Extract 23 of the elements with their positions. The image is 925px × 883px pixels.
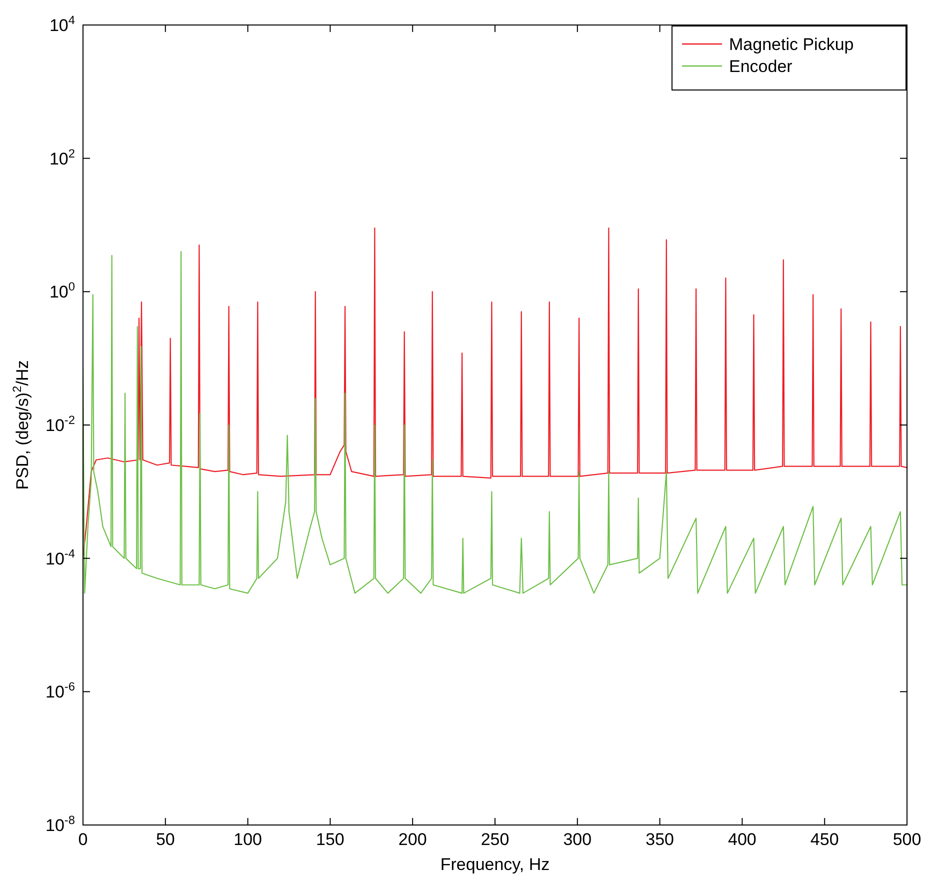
- y-tick-label: 10$^{4}$: [49, 13, 76, 35]
- x-tick-label: 300: [563, 830, 592, 849]
- x-tick-label: 500: [892, 830, 922, 849]
- x-tick-label: 350: [646, 830, 674, 849]
- x-tick-label: 200: [398, 830, 427, 849]
- legend-label: Magnetic Pickup: [729, 35, 854, 54]
- x-tick-label: 450: [810, 830, 839, 849]
- y-tick-label: 10$^{0}$: [49, 280, 76, 302]
- y-tick-label: 10$^{-8}$: [46, 813, 76, 835]
- legend-label: Encoder: [729, 57, 793, 76]
- x-tick-label: 150: [316, 830, 344, 849]
- y-tick-label: 10$^{-4}$: [46, 546, 76, 568]
- y-tick-label: 10$^{-6}$: [46, 680, 76, 702]
- line-series: [83, 250, 907, 594]
- y-tick-label: 10$^{2}$: [49, 146, 76, 168]
- x-tick-label: 100: [234, 830, 262, 849]
- y-tick-label: 10$^{-2}$: [46, 413, 76, 435]
- line-series: [83, 228, 907, 559]
- x-axis-title: Frequency, Hz: [440, 855, 550, 874]
- x-tick-label: 0: [78, 830, 88, 849]
- x-tick-label: 400: [728, 830, 756, 849]
- x-tick-label: 250: [480, 830, 510, 849]
- x-tick-label: 50: [156, 830, 175, 849]
